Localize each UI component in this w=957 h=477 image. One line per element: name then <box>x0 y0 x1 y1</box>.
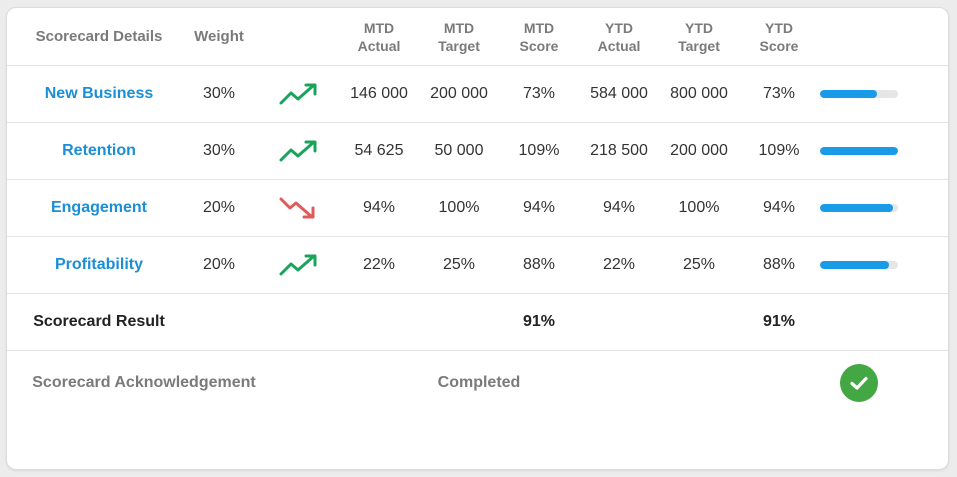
mtd-score-value: 94% <box>522 198 556 216</box>
progress-fill <box>820 146 898 155</box>
progress-bar <box>819 65 899 122</box>
mtd-score-value: 109% <box>518 141 560 159</box>
trend-up-icon <box>259 122 339 179</box>
mtd-score-value: 88% <box>522 255 556 273</box>
ytd-actual-value: 22% <box>602 255 636 273</box>
table-row: Retention 30% 54 625 50 000 109% 218 500 200 0… <box>7 122 948 180</box>
ytd-actual-value: 218 500 <box>590 141 648 159</box>
header-mtd-score-line1: MTD <box>523 19 555 36</box>
result-label: Scorecard Result <box>33 312 165 330</box>
header-weight: Weight <box>194 28 244 45</box>
weight-value: 30% <box>202 141 236 159</box>
table-row: Engagement 20% 94% 100% 94% 94% 100% 94% <box>7 179 948 237</box>
mtd-actual-value: 22% <box>362 255 396 273</box>
metric-name-link[interactable]: Profitability <box>54 255 143 273</box>
header-ytd-actual-line2: Actual <box>597 37 641 54</box>
mtd-actual-value: 146 000 <box>350 84 408 102</box>
ytd-score-value: 109% <box>758 141 800 159</box>
progress-track <box>820 260 898 269</box>
result-row: Scorecard Result 91% 91% <box>7 293 948 351</box>
header-ytd-score-line2: Score <box>759 37 799 54</box>
mtd-score-value: 73% <box>522 84 556 102</box>
acknowledgement-status: Completed <box>437 374 521 391</box>
header-row: Scorecard Details Weight MTD Actual MTD … <box>7 8 948 66</box>
metric-name-link[interactable]: New Business <box>44 84 154 102</box>
ytd-target-value: 800 000 <box>670 84 728 102</box>
header-ytd-target: YTD Target <box>659 8 739 65</box>
weight-value: 20% <box>202 198 236 216</box>
header-ytd-actual: YTD Actual <box>579 8 659 65</box>
progress-bar <box>819 179 899 236</box>
header-mtd-actual-line2: Actual <box>357 37 401 54</box>
ytd-target-value: 100% <box>678 198 720 216</box>
ytd-score-value: 88% <box>762 255 796 273</box>
ytd-score-value: 94% <box>762 198 796 216</box>
header-mtd-actual: MTD Actual <box>339 8 419 65</box>
header-mtd-score: MTD Score <box>499 8 579 65</box>
result-ytd-score: 91% <box>762 312 796 330</box>
check-circle-icon <box>840 364 878 402</box>
table-row: New Business 30% 146 000 200 000 73% 584 000 8… <box>7 65 948 123</box>
acknowledgement-row: Scorecard Acknowledgement Completed <box>7 350 948 416</box>
trend-up-icon <box>259 236 339 293</box>
mtd-target-value: 25% <box>442 255 476 273</box>
metric-name-link[interactable]: Retention <box>62 141 136 159</box>
result-mtd-score: 91% <box>522 312 556 330</box>
weight-value: 20% <box>202 255 236 273</box>
header-mtd-target: MTD Target <box>419 8 499 65</box>
trend-down-icon <box>259 179 339 236</box>
progress-fill <box>820 203 894 212</box>
mtd-actual-value: 94% <box>362 198 396 216</box>
trend-up-icon <box>259 65 339 122</box>
acknowledgement-check <box>819 350 899 416</box>
ytd-actual-value: 94% <box>602 198 636 216</box>
header-ytd-score: YTD Score <box>739 8 819 65</box>
header-ytd-target-line1: YTD <box>685 19 713 36</box>
mtd-target-value: 200 000 <box>430 84 488 102</box>
ytd-target-value: 25% <box>682 255 716 273</box>
header-mtd-score-line2: Score <box>519 37 559 54</box>
progress-bar <box>819 122 899 179</box>
mtd-actual-value: 54 625 <box>354 141 404 159</box>
progress-track <box>820 89 898 98</box>
progress-track <box>820 146 898 155</box>
progress-fill <box>820 89 877 98</box>
progress-fill <box>820 260 889 269</box>
ytd-target-value: 200 000 <box>670 141 728 159</box>
mtd-target-value: 50 000 <box>434 141 484 159</box>
header-mtd-actual-line1: MTD <box>363 19 395 36</box>
table-row: Profitability 20% 22% 25% 88% 22% 25% 88% <box>7 236 948 294</box>
ytd-actual-value: 584 000 <box>590 84 648 102</box>
header-details: Scorecard Details <box>35 28 163 45</box>
metric-name-link[interactable]: Engagement <box>50 198 147 216</box>
header-ytd-target-line2: Target <box>678 37 720 54</box>
mtd-target-value: 100% <box>438 198 480 216</box>
header-ytd-actual-line1: YTD <box>605 19 633 36</box>
weight-value: 30% <box>202 84 236 102</box>
progress-track <box>820 203 898 212</box>
header-mtd-target-line2: Target <box>438 37 480 54</box>
progress-bar <box>819 236 899 293</box>
scorecard-card: Scorecard Details Weight MTD Actual MTD … <box>6 7 949 470</box>
header-mtd-target-line1: MTD <box>443 19 475 36</box>
ytd-score-value: 73% <box>762 84 796 102</box>
acknowledgement-label: Scorecard Acknowledgement <box>32 374 256 391</box>
header-ytd-score-line1: YTD <box>765 19 793 36</box>
